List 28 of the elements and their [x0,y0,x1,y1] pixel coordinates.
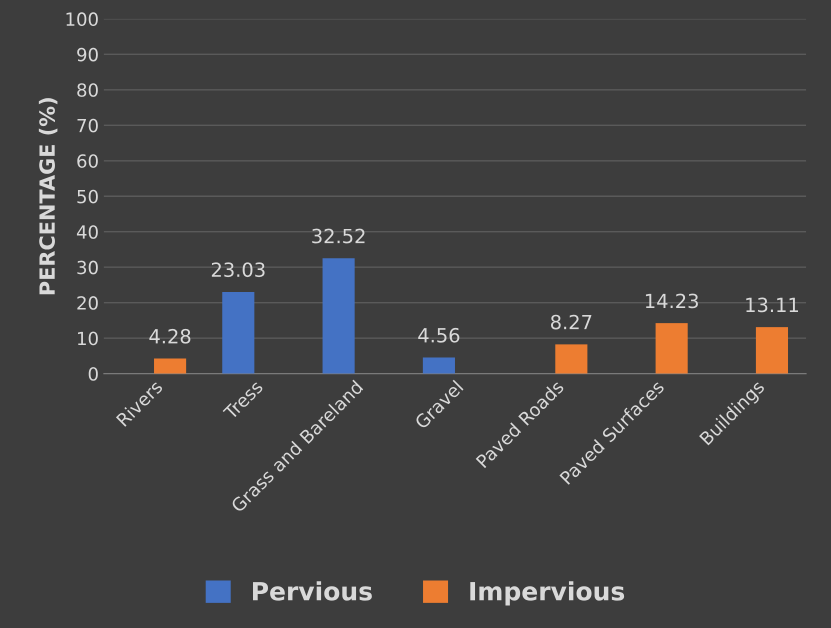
legend-label: Pervious [253,581,372,601]
data-label: 8.27 [551,314,592,330]
y-tick-label: 20 [77,296,98,310]
data-label: 4.28 [149,328,190,344]
data-label: 13.11 [746,298,798,312]
bar [422,357,455,374]
bar [756,327,788,374]
bar [555,344,588,374]
y-axis-title: PERCENTAGE (%) [38,98,58,294]
bar [656,323,688,374]
y-tick-label: 30 [77,260,98,274]
data-label: 23.03 [212,262,265,278]
y-tick-label: 50 [77,190,98,204]
data-label: 4.56 [418,328,460,343]
bar [222,292,254,374]
y-tick-label: 80 [77,83,98,97]
y-tick-label: 90 [77,48,98,62]
bar [322,258,355,374]
y-tick-label: 60 [77,154,98,168]
y-tick-label: 40 [76,225,98,239]
bar [154,358,186,374]
legend-label: Impervious [470,581,624,606]
y-tick-label: 0 [88,367,98,381]
data-label: 14.23 [646,294,698,308]
y-tick-label: 70 [78,118,98,132]
data-label: 32.52 [312,228,364,244]
y-tick-label: 100 [66,12,98,26]
y-tick-label: 10 [78,332,98,346]
